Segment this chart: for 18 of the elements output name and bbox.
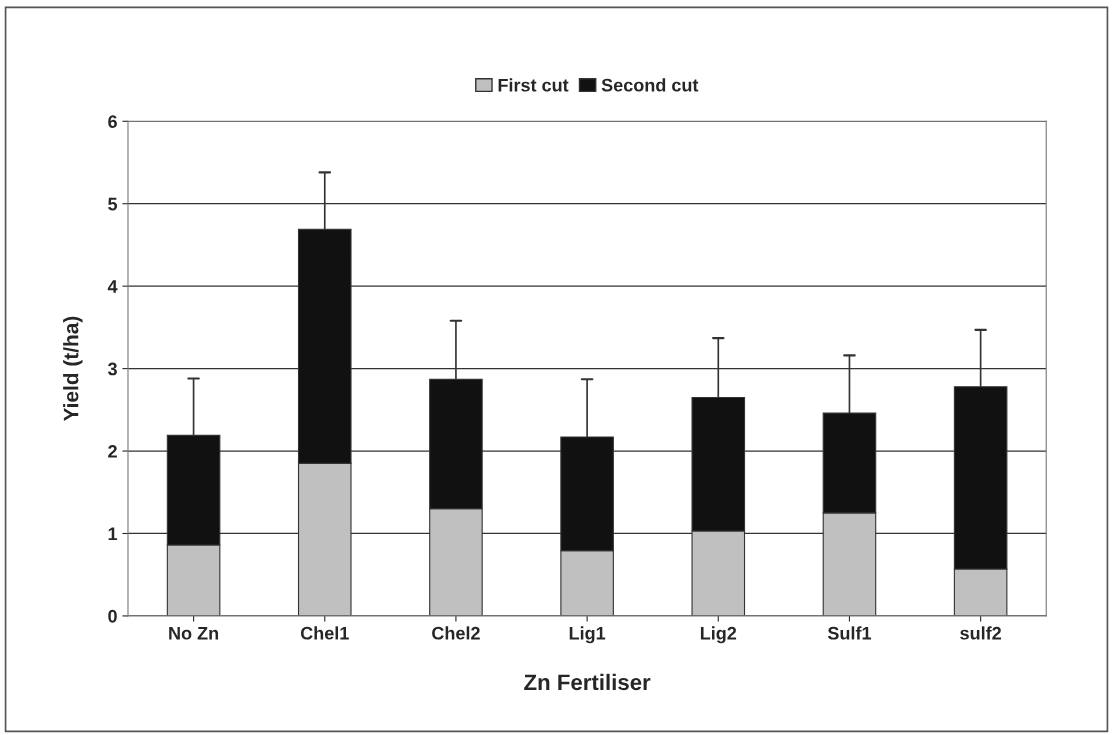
y-tick-label: 3: [107, 362, 117, 376]
y-tick-label: 6: [108, 115, 117, 128]
y-tick-label: 0: [108, 609, 117, 623]
legend-label: Second cut: [601, 78, 699, 92]
x-tick-label: Chel2: [432, 626, 480, 640]
x-axis-title: Zn Fertiliser: [524, 673, 651, 691]
y-axis-title: Yield (t/ha): [63, 316, 83, 422]
x-tick-label: sulf2: [960, 626, 1001, 640]
x-tick-label: Lig2: [700, 626, 737, 644]
x-tick-label: Sulf1: [827, 626, 872, 640]
x-tick-label: Lig1: [569, 626, 606, 644]
y-tick-label: 4: [107, 280, 118, 293]
x-tick-label: No Zn: [169, 627, 219, 640]
y-tick-label: 1: [108, 527, 118, 541]
legend-label: First cut: [498, 78, 569, 92]
y-tick-label: 5: [108, 197, 118, 211]
x-tick-label: Chel1: [300, 626, 349, 640]
y-tick-label: 2: [108, 444, 117, 458]
